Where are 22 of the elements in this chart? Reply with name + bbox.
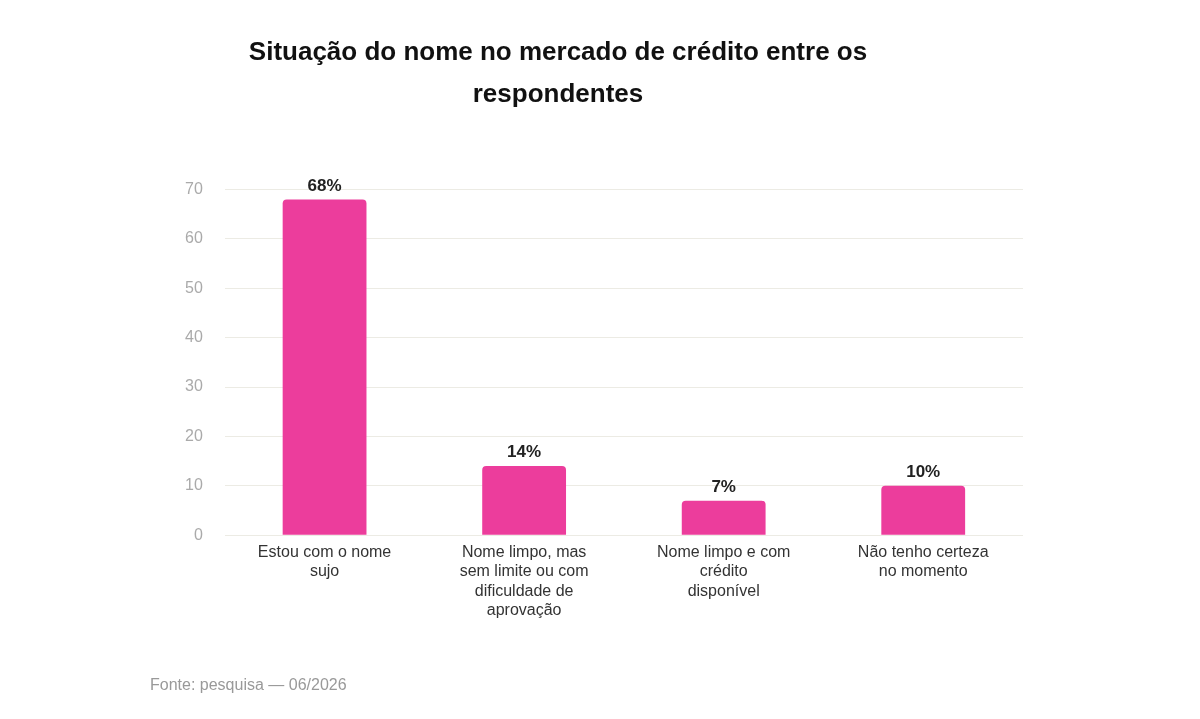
data-label: 10%: [906, 462, 941, 482]
source-note: Fonte: pesquisa — 06/2026: [150, 676, 347, 694]
y-tick-label: 60: [185, 229, 203, 247]
x-tick-label: Não tenho certeza no momento: [857, 543, 989, 580]
x-tick-label: Nome limpo, mas sem limite ou com dificuldade de aprovação: [459, 543, 589, 618]
y-tick-label: 40: [185, 328, 203, 346]
x-tick-label: Nome limpo e com crédito disponível: [656, 543, 791, 599]
chart-title: Situação do nome no mercado de crédito entre os respondentes: [247, 35, 869, 110]
bar: [881, 485, 966, 535]
y-tick-label: 10: [185, 476, 203, 494]
y-tick-label: 0: [193, 525, 203, 543]
bar: [482, 466, 567, 535]
data-label: 14%: [507, 442, 542, 462]
y-tick-label: 70: [185, 180, 203, 198]
y-tick-label: 50: [185, 278, 203, 296]
data-label: 68%: [307, 175, 342, 195]
bar: [681, 500, 766, 535]
bar: [282, 199, 367, 535]
y-tick-label: 20: [185, 426, 203, 444]
y-tick-label: 30: [185, 377, 203, 395]
data-label: 7%: [711, 476, 736, 496]
x-tick-label: Estou com o nome sujo: [257, 543, 392, 580]
